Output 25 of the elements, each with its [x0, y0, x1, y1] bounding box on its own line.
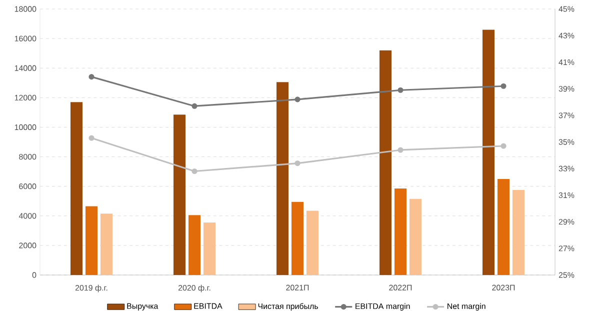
- bar: [174, 114, 186, 275]
- point: [88, 135, 94, 141]
- bar: [482, 30, 495, 275]
- bar: [512, 190, 525, 275]
- bar: [276, 82, 288, 275]
- point: [398, 87, 404, 93]
- bar: [380, 50, 392, 275]
- bar: [498, 178, 510, 275]
- point: [294, 96, 300, 102]
- bar: [292, 202, 304, 275]
- point: [192, 168, 198, 174]
- bar: [410, 198, 422, 275]
- point: [500, 83, 506, 89]
- bar: [394, 188, 407, 275]
- bar: [100, 214, 112, 275]
- bar: [70, 102, 82, 275]
- point: [192, 103, 198, 109]
- bar: [188, 215, 200, 275]
- point: [500, 143, 506, 149]
- bar: [306, 210, 318, 275]
- point: [294, 160, 300, 166]
- point: [398, 147, 404, 153]
- bar: [86, 206, 98, 275]
- bar: [204, 222, 216, 275]
- point: [88, 74, 94, 80]
